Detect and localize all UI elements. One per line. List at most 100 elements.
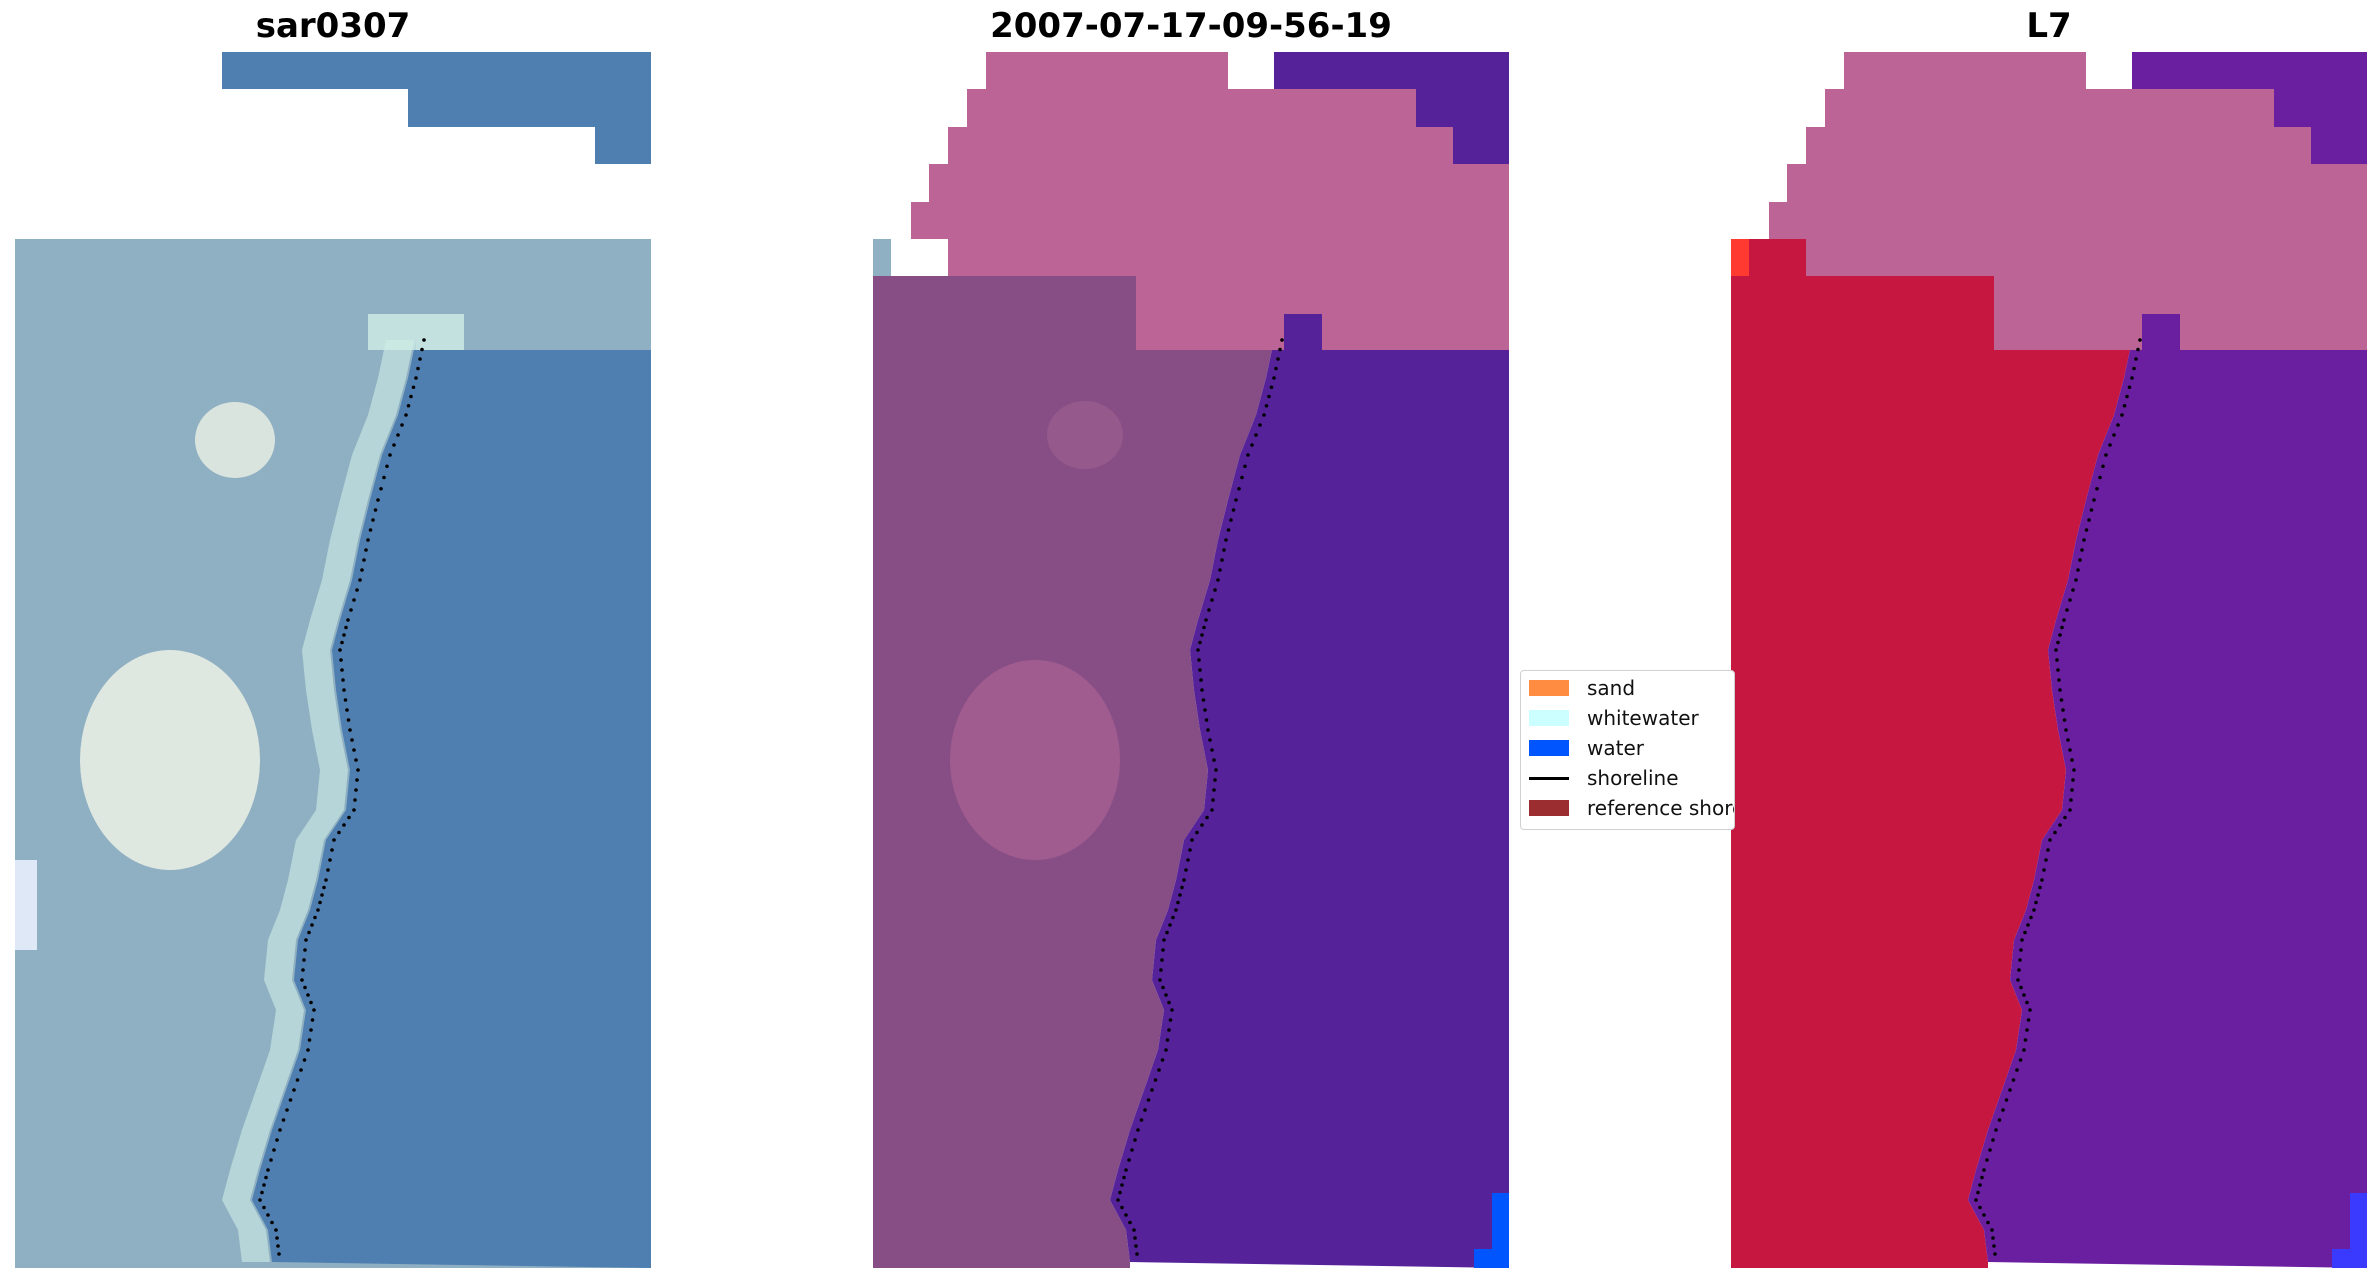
falsecolor-water-area [1968, 52, 2367, 1268]
shoreline-falsecolor-point [1991, 1138, 1995, 1142]
shoreline-rgb-point [409, 394, 413, 399]
shoreline-falsecolor-point [2069, 798, 2073, 802]
shoreline-falsecolor-point [1997, 1118, 2002, 1122]
shoreline-classified-point [1216, 578, 1220, 582]
shoreline-falsecolor-point [2064, 728, 2068, 732]
shoreline-rgb-point [420, 347, 424, 352]
shoreline-falsecolor-point [2011, 1078, 2016, 1082]
shoreline-classified-point [1202, 625, 1206, 630]
shoreline-rgb-point [301, 968, 305, 972]
shoreline-rgb-point [302, 958, 306, 962]
shoreline-classified-point [1120, 1183, 1124, 1187]
shoreline-falsecolor-point [2062, 718, 2067, 722]
shoreline-falsecolor-point [2026, 923, 2030, 927]
shoreline-falsecolor-point [2034, 900, 2038, 905]
shoreline-classified-point [1124, 1168, 1128, 1172]
shoreline-rgb-point [310, 923, 314, 927]
shoreline-classified-point [1231, 508, 1236, 512]
shoreline-falsecolor-point [1982, 1213, 1986, 1217]
shoreline-rgb-point [269, 1158, 273, 1162]
shoreline-rgb-point [355, 778, 359, 782]
shoreline-rgb-point [352, 598, 356, 602]
shoreline-falsecolor-point [2095, 486, 2099, 491]
shoreline-classified-point [1184, 868, 1188, 872]
shoreline-rgb-point [307, 1038, 312, 1042]
shoreline-falsecolor-point [2132, 366, 2136, 371]
shoreline-rgb-point [406, 403, 411, 408]
shoreline-classified-point [1153, 1078, 1158, 1082]
shoreline-classified-point [1213, 778, 1217, 782]
shoreline-classified-point [1200, 633, 1204, 637]
shoreline-falsecolor-point [2020, 938, 2024, 942]
shoreline-rgb-point [312, 1008, 316, 1012]
shoreline-classified-point [1167, 1000, 1171, 1005]
rgb-image [15, 52, 651, 1268]
shoreline-falsecolor-point [2068, 598, 2072, 602]
shoreline-rgb-point [382, 475, 386, 480]
shoreline-rgb-point [304, 938, 308, 942]
shoreline-classified-point [1122, 1175, 1126, 1180]
shoreline-classified-point [1174, 908, 1178, 912]
shoreline-classified-point [1190, 838, 1194, 842]
legend-label-sand: sand [1587, 676, 1636, 700]
shoreline-classified-point [1200, 688, 1204, 692]
shoreline-rgb-point [354, 758, 358, 762]
shoreline-falsecolor-point [1991, 1236, 1995, 1240]
shoreline-falsecolor-point [2116, 423, 2120, 427]
shoreline-classified-point [1210, 748, 1214, 752]
shoreline-classified-point [1180, 885, 1184, 890]
shoreline-rgb-point [330, 848, 334, 852]
shoreline-falsecolor-point [2060, 625, 2064, 630]
shoreline-falsecolor-point [2068, 808, 2072, 812]
shoreline-falsecolor-point [2008, 1088, 2012, 1092]
shoreline-classified-point [1158, 978, 1162, 982]
shoreline-rgb-point [276, 1244, 280, 1248]
rgb-water-area [252, 340, 651, 1268]
shoreline-classified-point [1210, 598, 1214, 602]
shoreline-rgb-point [281, 1118, 286, 1122]
shoreline-classified-point [1160, 1058, 1165, 1062]
legend-item-whitewater: whitewater [1529, 703, 1699, 733]
shoreline-classified-point [1136, 1128, 1140, 1132]
falsecolor-water-pixels [2350, 1193, 2367, 1268]
shoreline-rgb-point [320, 893, 324, 897]
shoreline-rgb-point [368, 528, 373, 532]
shoreline-rgb-point [322, 885, 326, 890]
shoreline-classified-point [1128, 1220, 1132, 1225]
shoreline-falsecolor-point [2019, 948, 2023, 952]
shoreline-falsecolor-point [1988, 1148, 1992, 1152]
shoreline-falsecolor-point [2074, 578, 2078, 582]
shoreline-rgb-point [274, 1228, 278, 1232]
shoreline-classified-point [1211, 798, 1215, 802]
shoreline-rgb-point [343, 698, 348, 702]
shoreline-rgb-point [313, 915, 317, 920]
legend: sand whitewater water shoreline referenc… [1520, 670, 1735, 830]
shoreline-classified-point [1116, 1198, 1120, 1202]
shoreline-classified-point [1171, 915, 1175, 920]
shoreline-rgb-point [356, 768, 360, 772]
shoreline-falsecolor-point [2058, 688, 2062, 692]
shoreline-rgb-point [303, 985, 307, 990]
classified-water-pixels [1492, 1193, 1509, 1268]
shoreline-falsecolor-point [2022, 993, 2026, 997]
legend-swatch-reference-shoreline [1529, 800, 1569, 816]
shoreline-rgb-point [345, 708, 349, 712]
shoreline-falsecolor-point [2019, 985, 2023, 990]
shoreline-falsecolor-point [2130, 376, 2134, 380]
shoreline-falsecolor-point [2054, 648, 2058, 652]
legend-swatch-water [1529, 740, 1569, 756]
shoreline-falsecolor-point [2076, 568, 2080, 572]
shoreline-falsecolor-point [2127, 385, 2132, 390]
shoreline-classified-point [1220, 558, 1224, 562]
shoreline-rgb-point [272, 1148, 276, 1152]
shoreline-classified-point [1182, 878, 1186, 882]
shoreline-classified-point [1278, 347, 1282, 352]
shoreline-classified-point [1200, 823, 1204, 827]
shoreline-classified-point [1258, 423, 1262, 427]
shoreline-classified-point [1168, 1018, 1173, 1022]
falsecolor-land-area [1731, 239, 2132, 1268]
shoreline-classified-point [1178, 893, 1182, 897]
shoreline-falsecolor-point [2057, 678, 2061, 682]
shoreline-classified-point [1133, 1236, 1137, 1240]
classified-sand-overlay [911, 52, 1509, 350]
